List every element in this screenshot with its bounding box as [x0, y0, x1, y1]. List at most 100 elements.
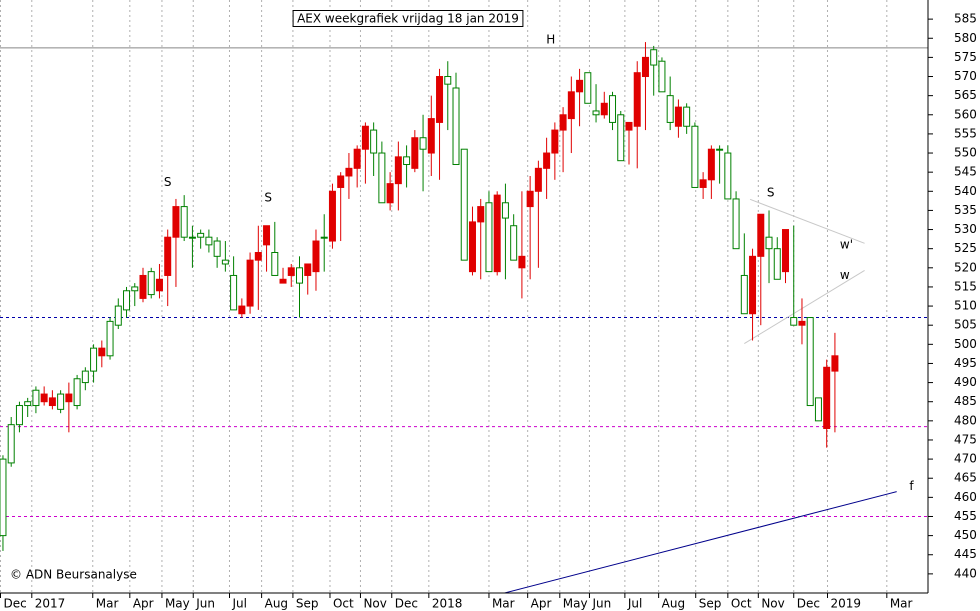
candle-body	[592, 110, 600, 116]
x-tick-label: Mar	[890, 597, 913, 611]
x-tick-label: Jul	[627, 597, 642, 611]
candle-body	[337, 175, 345, 188]
candle-body	[271, 252, 279, 276]
candle-body	[172, 206, 180, 238]
candle-body	[230, 274, 238, 311]
trendline	[749, 198, 865, 244]
y-tick-label: 545	[954, 165, 977, 179]
y-tick-label: 550	[954, 146, 977, 160]
y-tick-label: 530	[954, 222, 977, 236]
y-tick-label: 505	[954, 318, 977, 332]
candle-body	[823, 366, 831, 429]
y-tick-label: 525	[954, 241, 977, 255]
candle-body	[180, 206, 188, 238]
candle-body	[40, 393, 48, 403]
candle-body	[452, 87, 460, 166]
candle-body	[394, 156, 402, 185]
annotation: S	[164, 175, 172, 189]
candle-body	[551, 129, 559, 154]
candle-body	[386, 183, 394, 204]
x-tick-label: Jun	[591, 597, 611, 611]
y-tick-label: 500	[954, 337, 977, 351]
x-tick-label: Mar	[96, 597, 119, 611]
candle-body	[57, 393, 65, 410]
candle-body	[600, 102, 608, 116]
candle-body	[617, 114, 625, 162]
candle-body	[625, 121, 633, 131]
y-tick-label: 555	[954, 126, 977, 140]
candle-body	[444, 76, 452, 85]
candle-body	[419, 137, 427, 150]
candle-body	[246, 259, 254, 307]
x-tick-label: Dec	[797, 597, 820, 611]
candle-body	[131, 286, 139, 292]
annotation: f	[909, 479, 914, 493]
candle-body	[361, 125, 369, 150]
candle-body	[296, 267, 304, 284]
candle-body	[576, 79, 584, 93]
candle-body	[716, 148, 724, 151]
candle-body	[814, 397, 822, 422]
candle-body	[32, 389, 40, 407]
candle-body	[485, 202, 493, 273]
candle-body	[749, 255, 757, 315]
trendline	[504, 491, 897, 594]
candle-body	[65, 393, 73, 403]
candle-body	[0, 458, 7, 537]
candle-body	[263, 225, 271, 246]
y-tick-label: 510	[954, 299, 977, 313]
y-tick-label: 515	[954, 279, 977, 293]
y-tick-label: 465	[954, 471, 977, 485]
y-tick-label: 570	[954, 69, 977, 83]
x-tick-label: Aug	[662, 597, 685, 611]
y-tick-label: 575	[954, 50, 977, 64]
y-tick-label: 495	[954, 356, 977, 370]
x-tick-label: Aug	[265, 597, 288, 611]
candle-body	[221, 259, 229, 265]
x-tick-label: Apr	[133, 597, 154, 611]
x-tick-label: Dec	[3, 597, 26, 611]
candle-body	[188, 236, 196, 239]
candle-body	[328, 190, 336, 242]
candle-body	[24, 401, 32, 407]
candle-body	[510, 225, 518, 261]
y-tick-label: 475	[954, 432, 977, 446]
candle-body	[312, 240, 320, 273]
x-tick-label: 2017	[35, 597, 66, 611]
candle-body	[90, 347, 98, 372]
candle-body	[798, 320, 806, 326]
candle-body	[320, 236, 328, 239]
candle-body	[477, 206, 485, 223]
candle-body	[73, 378, 81, 407]
x-tick-label: Sep	[296, 597, 319, 611]
candle-body	[411, 137, 419, 169]
candle-body	[403, 156, 411, 166]
y-tick-label: 485	[954, 394, 977, 408]
candle-body	[666, 95, 674, 123]
candle-body	[197, 232, 205, 238]
y-tick-label: 450	[954, 528, 977, 542]
candle-body	[238, 305, 246, 315]
x-tick-label: Mar	[492, 597, 515, 611]
candle-body	[205, 236, 213, 246]
candle-body	[650, 49, 658, 66]
candle-body	[724, 152, 732, 200]
candle-body	[7, 424, 15, 464]
candle-body	[114, 305, 122, 326]
x-tick-label: May	[563, 597, 588, 611]
y-tick-label: 565	[954, 88, 977, 102]
candle-body	[543, 152, 551, 169]
candle-body	[460, 148, 468, 261]
x-tick-label: Jul	[231, 597, 246, 611]
trendline	[744, 270, 865, 344]
candle-body	[683, 106, 691, 127]
candle-body	[707, 148, 715, 181]
annotation: H	[546, 33, 555, 47]
x-tick-label: Apr	[531, 597, 552, 611]
candle-body	[641, 56, 649, 78]
candle-body	[353, 148, 361, 169]
candle-body	[468, 221, 476, 273]
y-tick-label: 480	[954, 413, 977, 427]
